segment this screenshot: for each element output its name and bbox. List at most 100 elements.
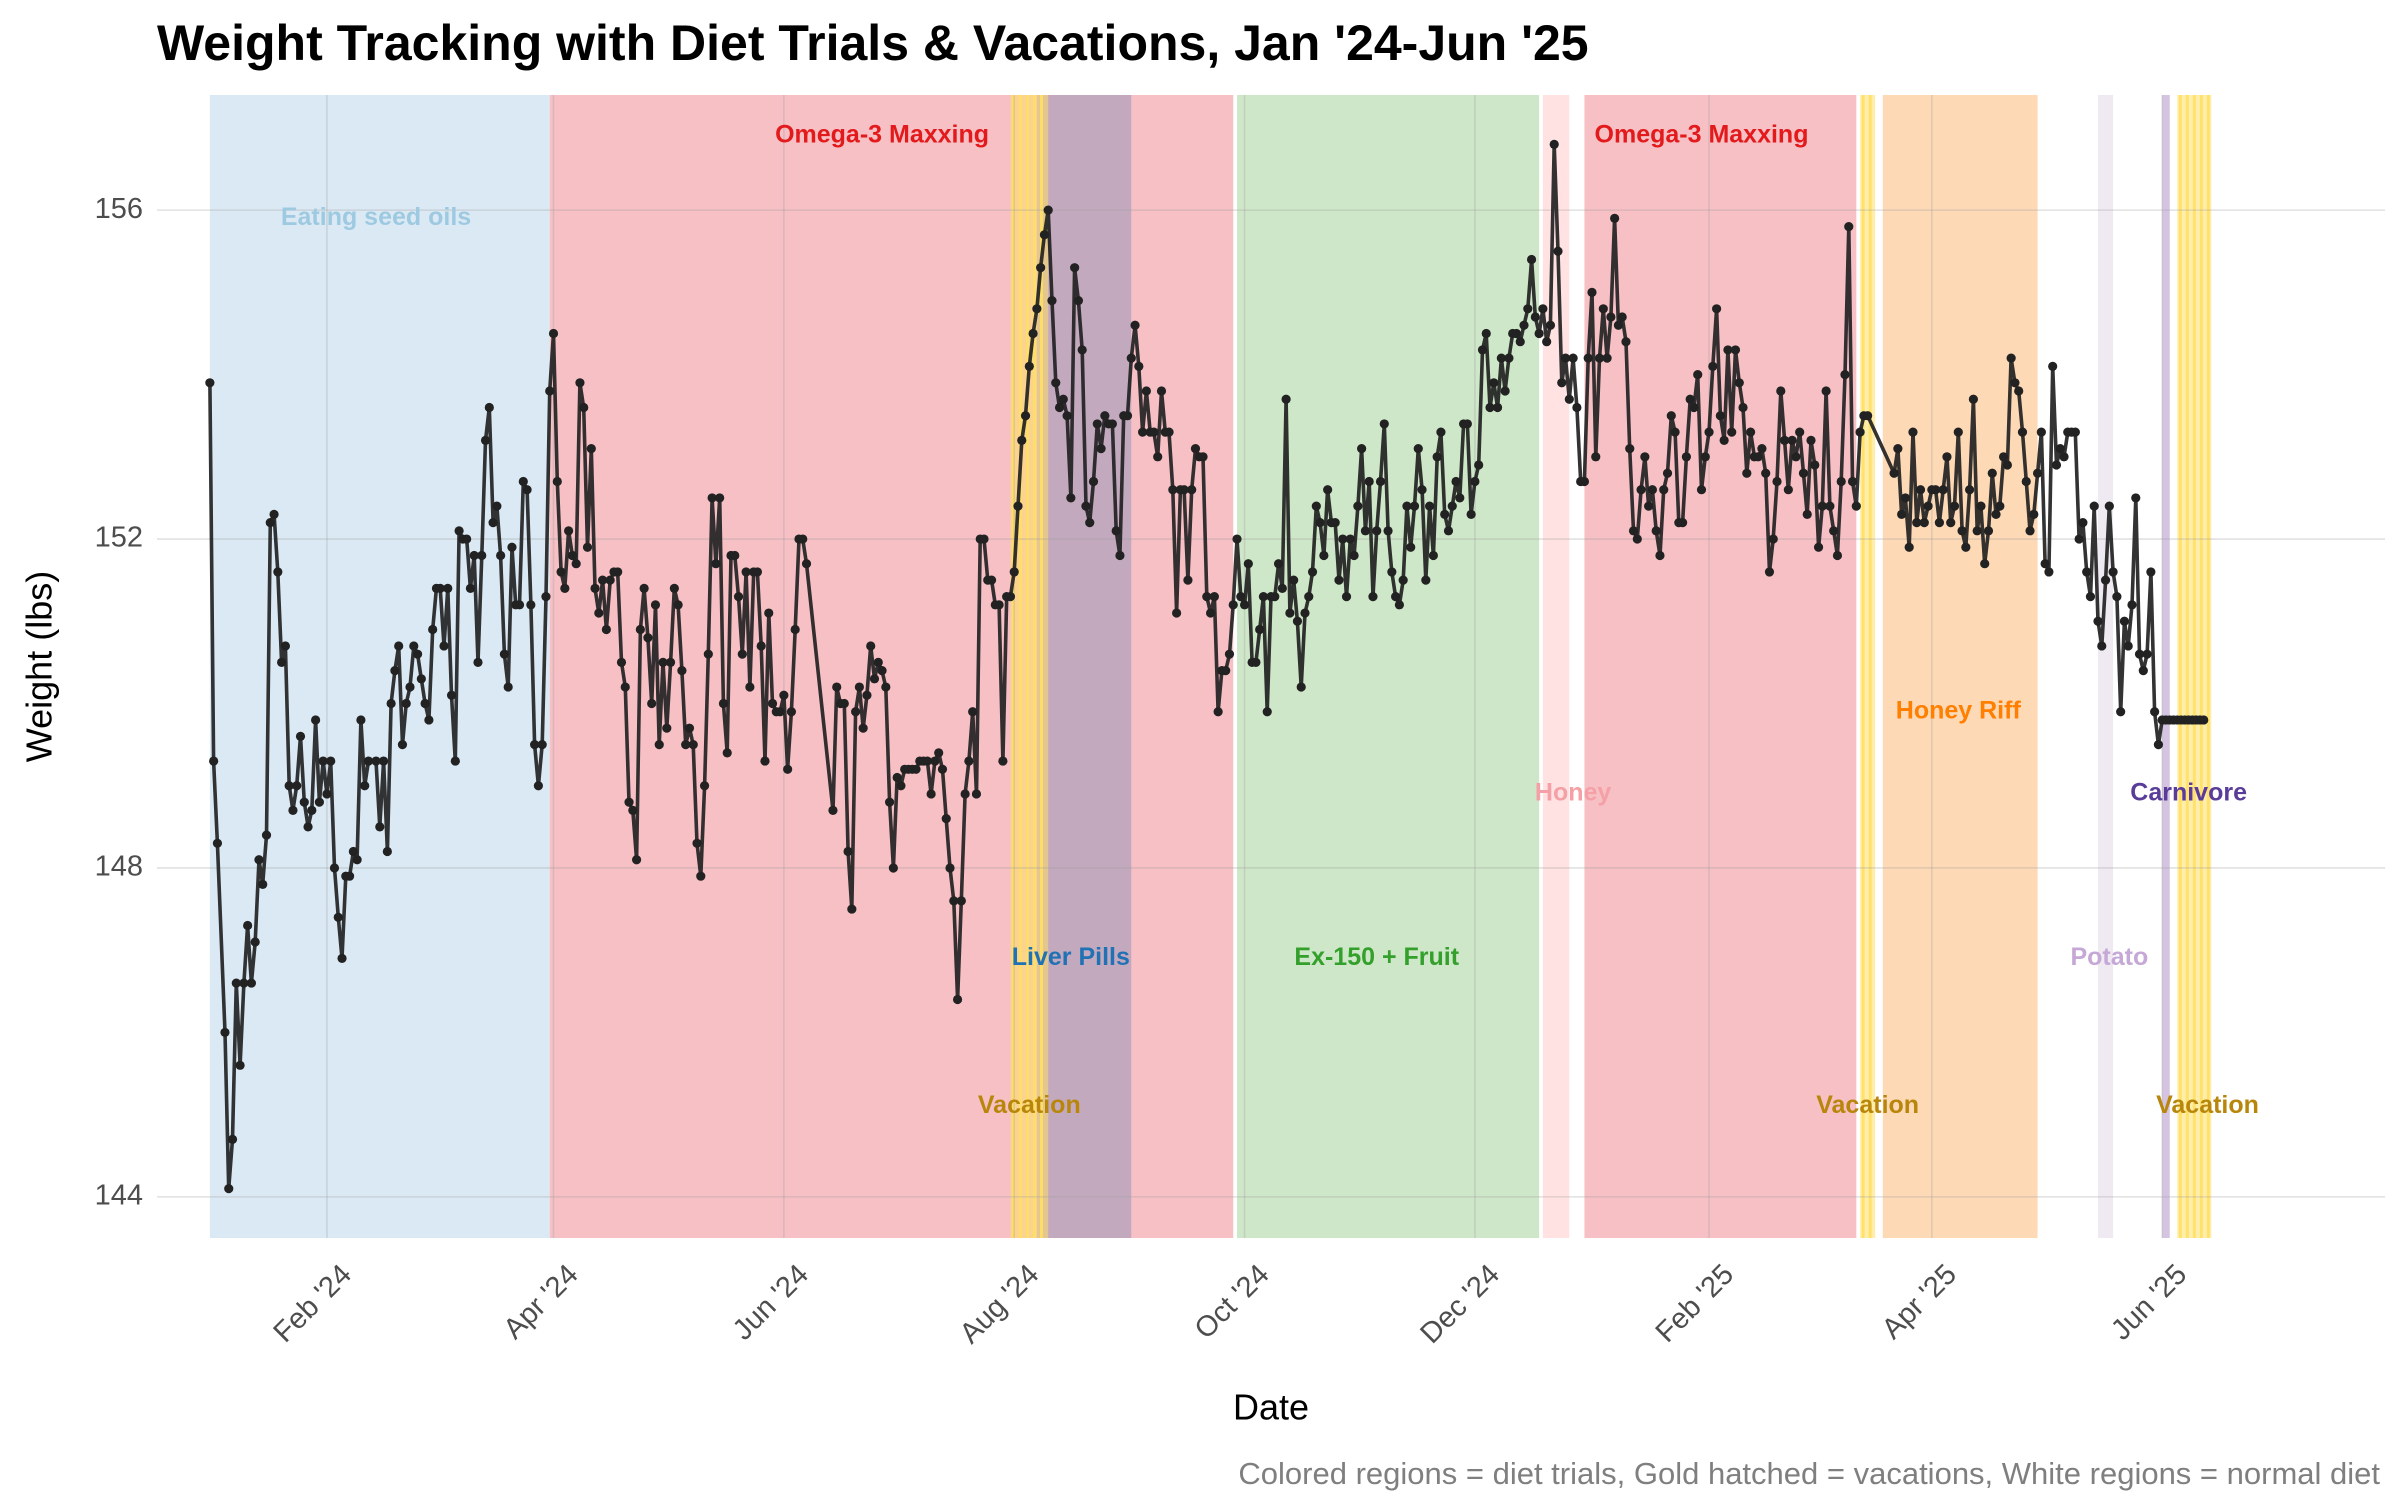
weight-point [428,624,438,635]
weight-point [1968,394,1978,404]
weight-point [1840,369,1850,380]
weight-point [1221,666,1231,676]
region-label: Omega-3 Maxxing [775,121,989,149]
weight-point [1443,526,1454,536]
weight-point [1938,485,1948,495]
weight-point [1315,517,1325,528]
region-label: Carnivore [2130,779,2247,807]
weight-point [1610,213,1620,223]
x-tick-label: Jun '25 [2105,1258,2193,1346]
weight-point [1598,304,1608,314]
weight-point [469,550,479,561]
weight-point [311,715,321,725]
weight-point [741,567,751,577]
weight-point [450,756,460,766]
weight-point [1678,517,1688,528]
weight-point [1281,394,1291,404]
weight-point [937,764,948,774]
weight-point [496,550,506,561]
weight-point [1980,559,1990,569]
weight-point [1647,485,1658,495]
weight-point [960,789,970,799]
weight-point [397,740,408,750]
weight-point [416,674,426,684]
weight-point [1893,443,1903,454]
weight-point [1829,526,1839,536]
weight-point [1372,526,1382,536]
weight-point [601,624,611,635]
weight-point [1470,476,1480,487]
weight-point [1213,707,1223,717]
weight-point [2002,460,2012,470]
weight-point [1987,468,1997,478]
weight-point [783,764,793,774]
weight-point [1946,517,1956,528]
weight-point [1440,509,1450,519]
weight-point [2146,567,2156,577]
weight-point [1655,550,1665,561]
weight-point [488,517,498,528]
weight-point [1258,592,1269,602]
weight-point [1402,501,1412,511]
weight-point [2006,353,2016,363]
weight-point [884,797,895,807]
weight-point [733,592,744,602]
weight-point [786,707,797,717]
weight-point [579,402,589,413]
weight-point [1156,386,1167,396]
x-tick-label: Feb '25 [1650,1258,1740,1348]
weight-point [628,805,638,816]
weight-point [1413,443,1423,454]
weight-point [892,772,902,783]
weight-point [1991,509,2001,519]
weight-point [1455,493,1465,503]
weight-point [941,814,951,824]
weight-point [1557,378,1567,388]
weight-point [1209,592,1219,602]
x-tick-label: Feb '24 [268,1258,358,1348]
weight-point [1628,526,1639,536]
weight-point [994,600,1004,610]
weight-point [545,386,555,396]
weight-point [1923,501,1933,511]
weight-point [1421,575,1431,585]
y-axis-title: Weight (lbs) [19,571,60,762]
weight-point [1020,411,1031,421]
weight-point [394,641,404,651]
weight-point [1715,411,1725,421]
weight-point [1844,221,1854,232]
weight-point [477,550,487,561]
weight-point [1768,534,1778,544]
weight-point [1606,312,1616,322]
weight-point [2131,493,2141,503]
weight-point [526,600,536,610]
weight-point [839,698,849,709]
weight-point [1821,386,1831,396]
weight-point [1085,517,1095,528]
weight-point [378,756,389,766]
weight-point [1307,567,1318,577]
weight-point [949,896,959,906]
weight-point [1149,427,1159,437]
weight-point [896,781,906,791]
weight-point [1897,509,1907,519]
weight-point [828,805,838,816]
weight-point [1357,443,1367,454]
weight-point [2048,361,2058,371]
weight-point [1262,707,1272,717]
weight-point [303,822,313,832]
weight-point [2112,592,2122,602]
weight-point [1005,592,1016,602]
weight-point [1594,353,1605,363]
weight-point [1825,501,1835,511]
weight-point [945,863,955,873]
weight-point [1277,583,1287,593]
weight-point [582,542,593,552]
weight-point [888,863,898,873]
weight-point [280,641,290,651]
weight-point [1931,485,1941,495]
vacation-label: Vacation [2156,1091,2259,1119]
weight-point [333,912,343,922]
weight-point [292,781,302,791]
weight-point [922,756,932,766]
